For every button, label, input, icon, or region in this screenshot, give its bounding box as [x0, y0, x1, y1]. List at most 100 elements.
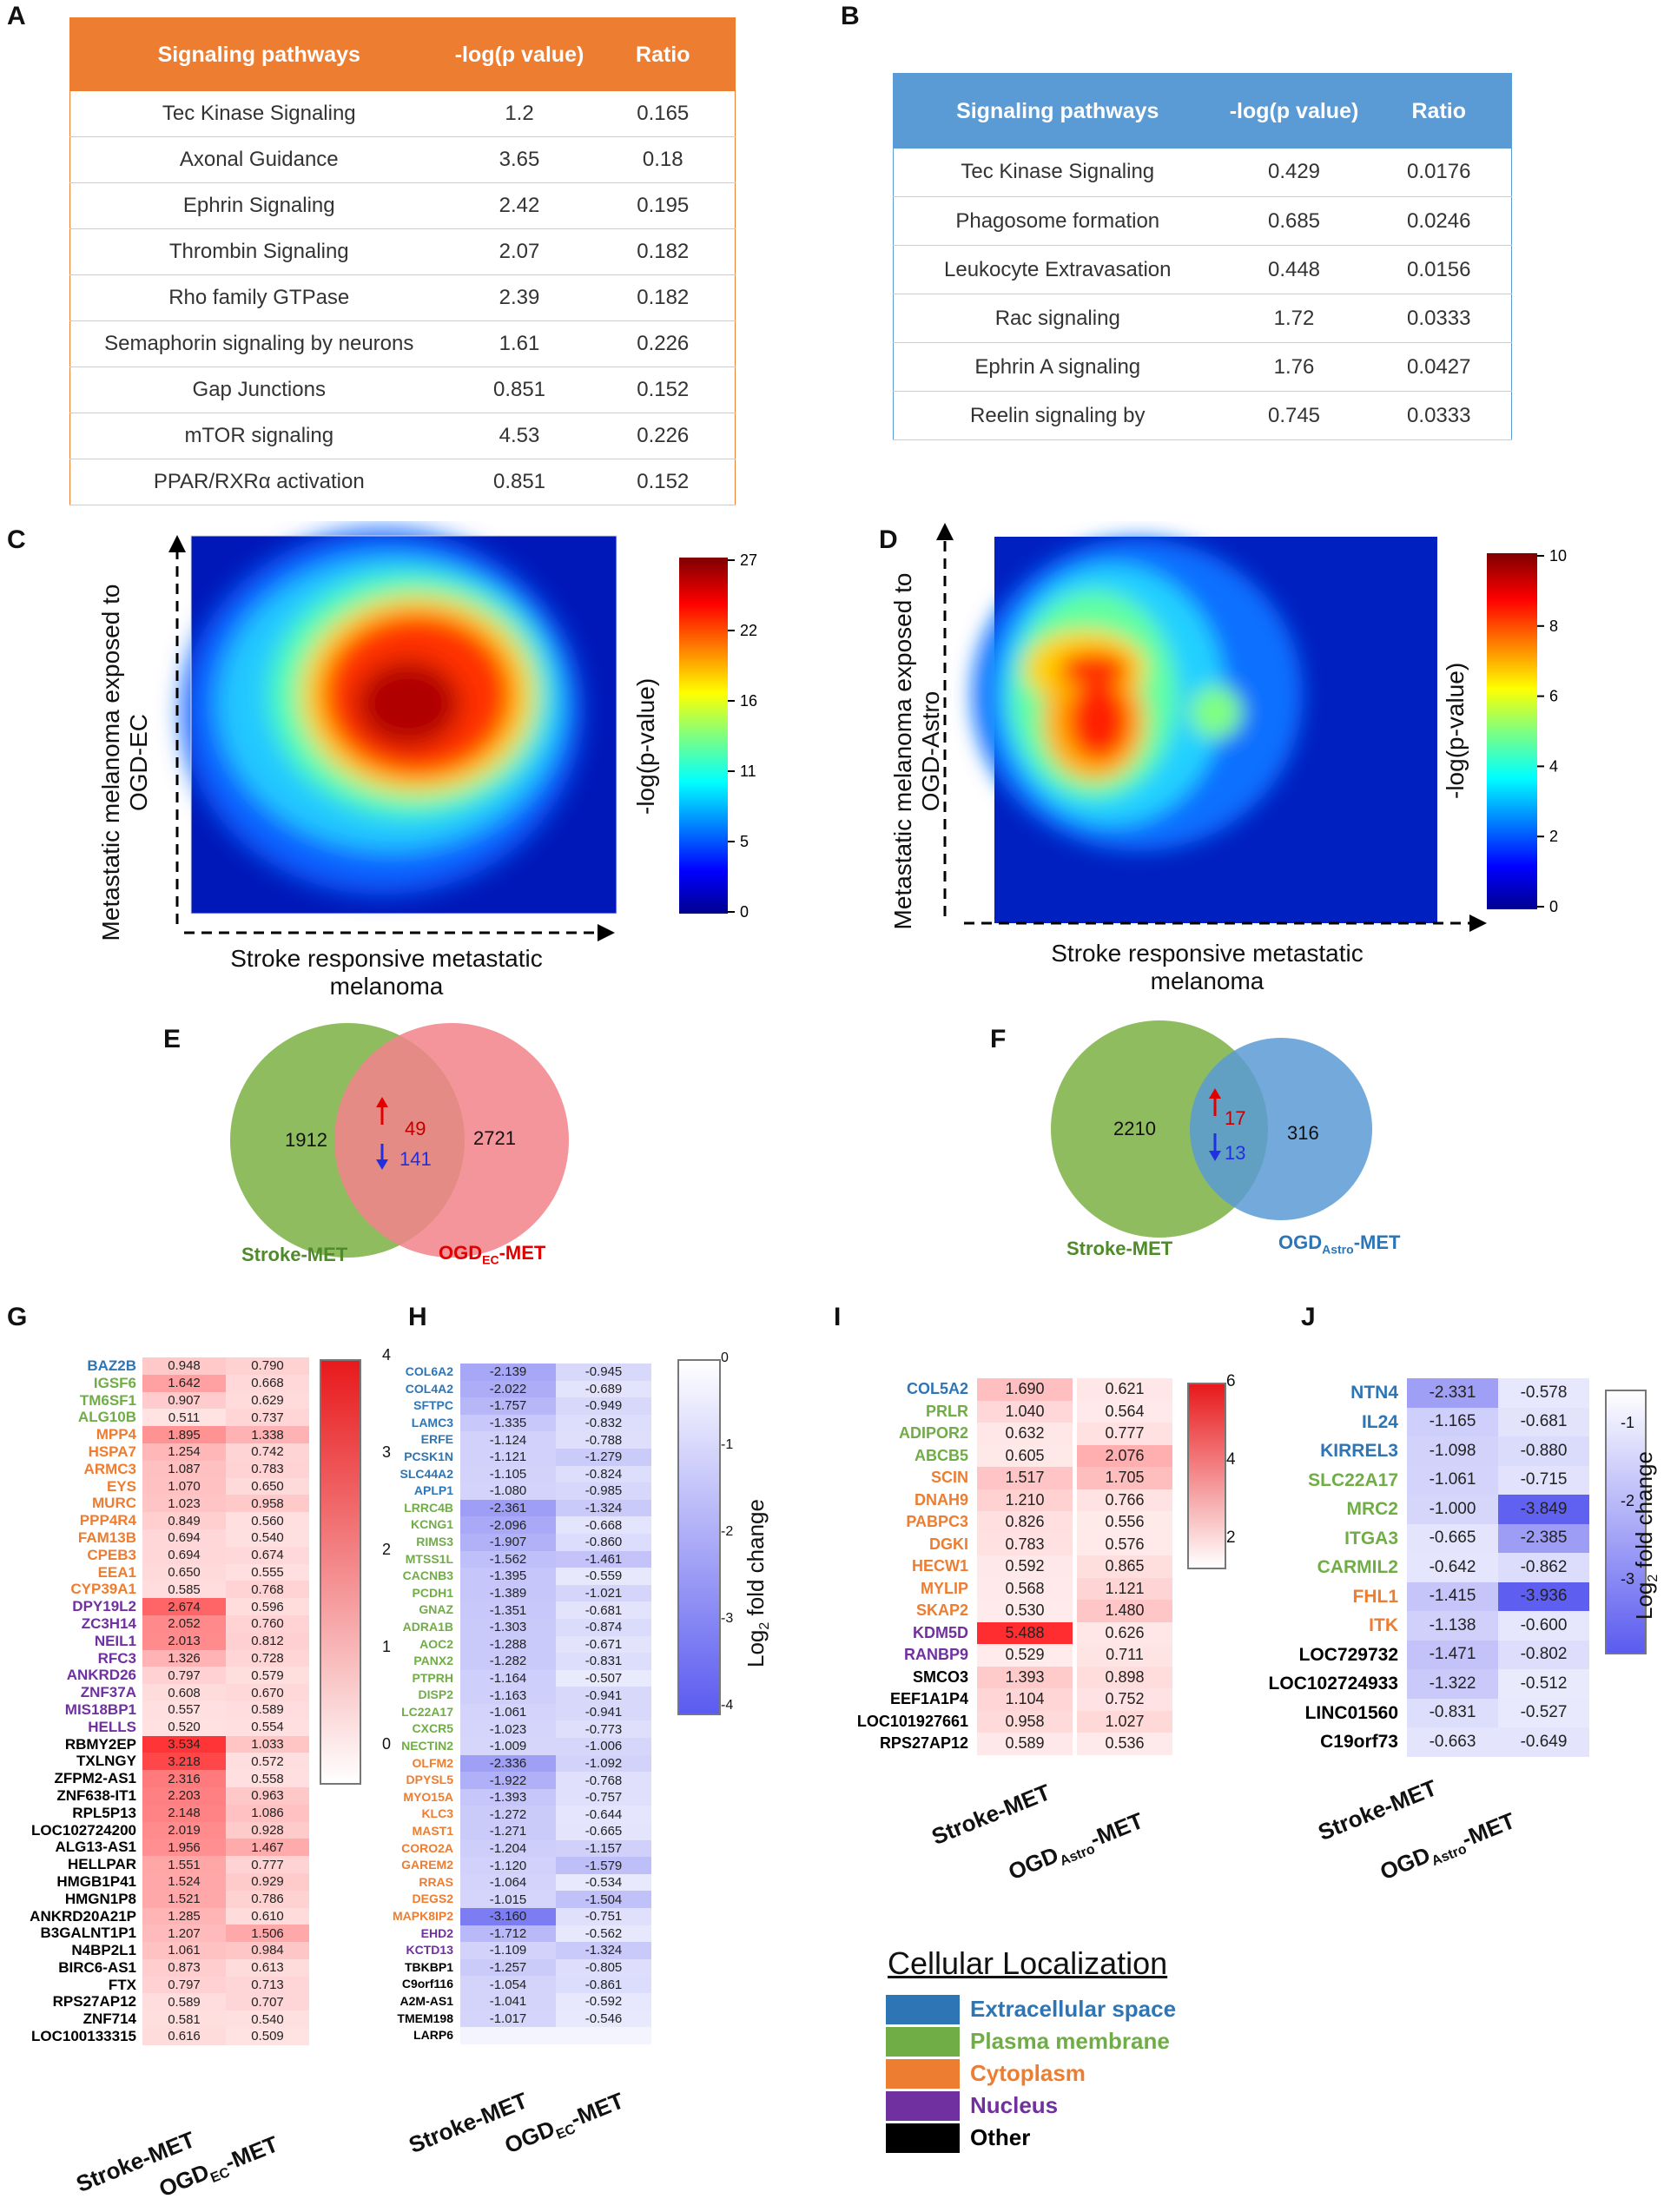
j-gene-label: IL24 [1361, 1411, 1398, 1432]
j-gene-label: C19orf73 [1320, 1732, 1398, 1752]
colorbar-tick-label: -1 [721, 1437, 734, 1452]
h-column-ogd: -0.945 -0.689 -0.949 -0.832 -0.788 -1.279 -0.8… [556, 1364, 651, 2044]
g-gene-label: HMGN1P8 [64, 1890, 136, 1907]
g-heatmap-cell: 0.560 [226, 1512, 309, 1529]
g-gene-label: ANKRD20A21P [30, 1907, 136, 1925]
i-heatmap-cell: 1.517 [977, 1467, 1073, 1489]
h-heatmap-cell: -1.015 [460, 1891, 556, 1908]
h-gene-label: MAST1 [412, 1824, 453, 1839]
g-heatmap-cell: 1.070 [142, 1477, 226, 1496]
h-heatmap-cell: -1.120 [460, 1857, 556, 1874]
i-gene-label: MYLIP [920, 1579, 968, 1597]
table-a-row: Tec Kinase Signaling 1.2 0.165 [69, 90, 736, 137]
g-heatmap-cell: 0.629 [226, 1391, 309, 1410]
h-heatmap-cell: -0.949 [556, 1397, 651, 1415]
h-heatmap-cell: -2.139 [460, 1364, 556, 1381]
h-heatmap-cell: -1.324 [556, 1499, 651, 1517]
g-heatmap-cell: 1.506 [226, 1925, 309, 1943]
h-gene-label: SFTPC [413, 1398, 453, 1413]
g-heatmap-cell: 0.558 [226, 1770, 309, 1787]
colorbar-tick-label: 10 [1549, 547, 1567, 565]
h-heatmap-cell: -1.204 [460, 1839, 556, 1858]
table-a-row: Gap Junctions 0.851 0.152 [69, 366, 736, 413]
venn-e [230, 1023, 569, 1258]
g-heatmap-cell: 0.579 [226, 1667, 309, 1685]
g-heatmap-cell: 0.668 [226, 1374, 309, 1392]
i-heatmap-cell: 0.632 [977, 1423, 1073, 1445]
colorbar-tick-label: 0 [721, 1350, 729, 1365]
g-heatmap-cell: 0.596 [226, 1598, 309, 1615]
h-heatmap-cell: -0.824 [556, 1465, 651, 1483]
colorbar-tick-label: 16 [740, 692, 757, 710]
h-gene-label: LAMC3 [411, 1415, 453, 1430]
h-gene-label: AOC2 [419, 1636, 453, 1651]
h-heatmap-cell: -0.941 [556, 1703, 651, 1721]
g-heatmap-cell: 0.812 [226, 1632, 309, 1650]
g-heatmap-cell: 0.581 [142, 2011, 226, 2029]
h-heatmap-cell: -1.389 [460, 1584, 556, 1602]
table-b-row: Reelin signaling by 0.745 0.0333 [893, 391, 1512, 440]
h-heatmap-cell: -1.041 [460, 1992, 556, 2011]
h-gene-label: PCDH1 [412, 1585, 453, 1600]
g-heatmap-cell: 1.642 [142, 1374, 226, 1392]
g-heatmap-cell: 1.338 [226, 1426, 309, 1443]
g-heatmap-cell: 0.585 [142, 1581, 226, 1599]
g-heatmap-cell: 0.768 [226, 1581, 309, 1599]
h-heatmap-cell: -1.064 [460, 1873, 556, 1892]
g-heatmap-cell: 0.589 [226, 1700, 309, 1719]
i-gene-label: LOC101927661 [856, 1712, 968, 1730]
table-a-cell: mTOR signaling [69, 413, 448, 459]
i-gene-label: SCIN [930, 1469, 968, 1486]
table-b-cell: 0.0176 [1366, 148, 1512, 197]
table-a-cell: 0.182 [591, 228, 736, 275]
h-gene-label: TMEM198 [397, 2011, 453, 2025]
legend-item: Plasma membrane [886, 2025, 1176, 2057]
table-a-cell: Axonal Guidance [69, 136, 448, 183]
h-gene-label: GNAZ [419, 1602, 453, 1617]
g-heatmap-cell: 1.087 [142, 1460, 226, 1478]
h-gene-label: GAREM2 [401, 1858, 453, 1872]
table-a-cell: Rho family GTPase [69, 274, 448, 321]
h-heatmap-cell: -1.288 [460, 1635, 556, 1654]
i-xlabel-stroke: Stroke-MET [928, 1779, 1054, 1851]
h-heatmap-cell: -0.507 [556, 1669, 651, 1687]
h-heatmap-cell: -1.021 [556, 1584, 651, 1602]
h-gene-label: LC22A17 [401, 1704, 453, 1719]
table-a-cell: 0.851 [447, 366, 591, 413]
i-heatmap-cell: 0.777 [1077, 1423, 1172, 1445]
g-heatmap-cell: 0.670 [226, 1684, 309, 1701]
h-gene-label: PCSK1N [404, 1449, 453, 1463]
h-heatmap-cell: -1.092 [556, 1754, 651, 1773]
i-gene-label: DGKI [929, 1535, 968, 1553]
legend-swatch [886, 2026, 960, 2057]
table-a-cell: 1.61 [447, 320, 591, 367]
table-a-cell: 3.65 [447, 136, 591, 183]
i-gene-label: ABCB5 [914, 1446, 968, 1464]
g-heatmap-cell: 1.521 [142, 1890, 226, 1908]
table-b-cell: 0.685 [1221, 196, 1367, 246]
i-heatmap-cell: 1.393 [977, 1666, 1073, 1688]
h-heatmap-cell: -1.272 [460, 1806, 556, 1824]
g-gene-label: PPP4R4 [79, 1512, 136, 1529]
h-gene-label: RIMS3 [416, 1534, 453, 1548]
h-heatmap-cell: -1.017 [460, 2010, 556, 2028]
g-heatmap-cell: 2.674 [142, 1598, 226, 1615]
g-column-ogd: 0.790 0.668 0.629 0.737 1.338 0.742 0.783 0.650… [226, 1357, 309, 2045]
table-a-row: mTOR signaling 4.53 0.226 [69, 413, 736, 459]
i-gene-label: COL5A2 [906, 1380, 968, 1397]
g-heatmap-cell: 0.554 [226, 1718, 309, 1736]
h-gene-label: KCNG1 [410, 1517, 453, 1532]
h-gene-label: RRAS [419, 1874, 453, 1889]
colorbar-tick-label: 4 [1226, 1450, 1236, 1469]
table-b-cell: 0.0427 [1366, 342, 1512, 392]
g-gene-label: LOC100133315 [31, 2028, 136, 2045]
legend-item: Nucleus [886, 2090, 1176, 2122]
table-a-cell: 0.226 [591, 413, 736, 459]
table-b-cell: 0.745 [1221, 391, 1367, 440]
g-heatmap-cell: 2.013 [142, 1632, 226, 1650]
i-heatmap-cell: 0.865 [1077, 1555, 1172, 1578]
h-gene-label: NECTIN2 [401, 1739, 453, 1753]
table-b-row: Leukocyte Extravasation 0.448 0.0156 [893, 245, 1512, 294]
table-b-row: Tec Kinase Signaling 0.429 0.0176 [893, 148, 1512, 197]
h-gene-label: MYO15A [403, 1789, 453, 1804]
